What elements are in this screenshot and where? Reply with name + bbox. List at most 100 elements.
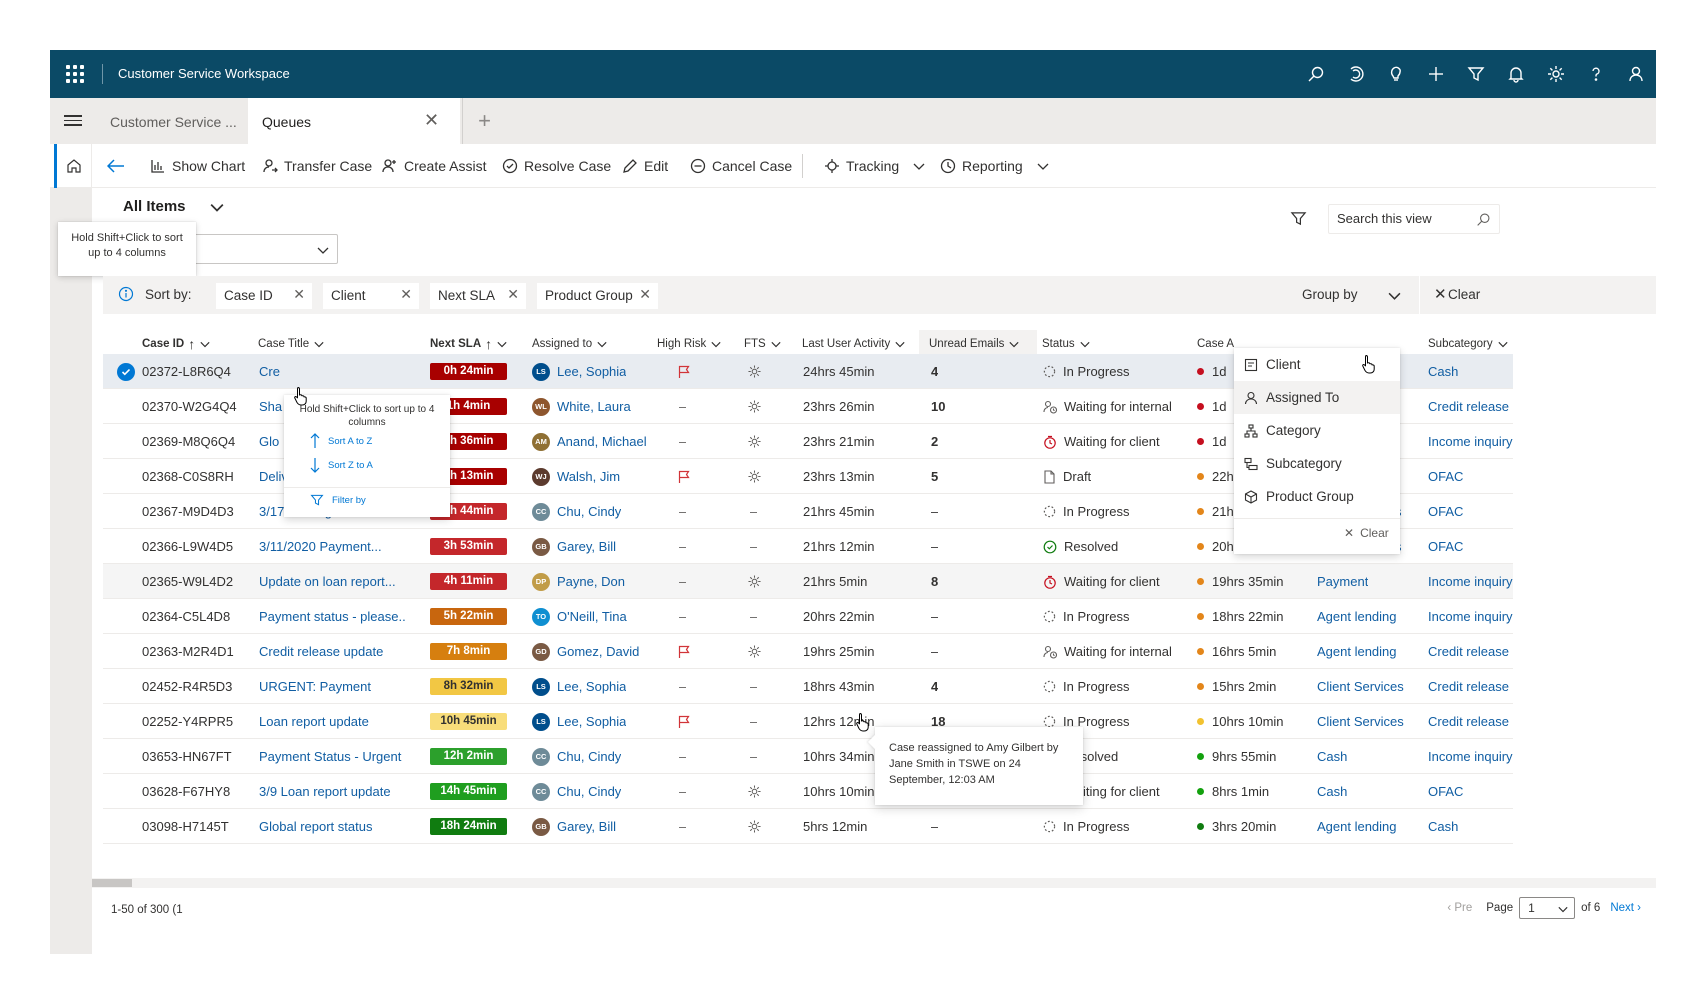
row-selected-checkmark-icon[interactable]	[117, 363, 135, 381]
category-link[interactable]: Payment	[1317, 574, 1369, 589]
assigned-to-link[interactable]: CC Chu, Cindy	[532, 774, 621, 809]
table-row[interactable]: 02365-W9L4D2 Update on loan report... 4h 1…	[103, 564, 1513, 599]
sort-a-to-z-option[interactable]: Sort A to Z	[310, 433, 372, 449]
remove-sort-icon[interactable]: ✕	[400, 286, 412, 302]
subcategory-link[interactable]: OFAC	[1428, 504, 1464, 519]
reporting-button[interactable]: Reporting	[940, 144, 1049, 188]
case-title-link[interactable]: Global report status	[259, 819, 373, 834]
case-title-link[interactable]: URGENT: Payment	[259, 679, 371, 694]
assigned-to-link[interactable]: DP Payne, Don	[532, 564, 625, 599]
subcategory-link[interactable]: Cash	[1428, 364, 1459, 379]
search-input[interactable]: Search this view	[1328, 204, 1500, 234]
group-by-category[interactable]: Category	[1234, 414, 1400, 447]
sort-pill-product-group[interactable]: Product Group ✕	[537, 283, 658, 309]
category-link[interactable]: Client Services	[1317, 679, 1404, 694]
subcategory-link[interactable]: Credit release	[1428, 399, 1509, 414]
category-link[interactable]: Client Services	[1317, 714, 1404, 729]
create-assist-button[interactable]: Create Assist	[382, 144, 486, 188]
assigned-to-link[interactable]: LS Lee, Sophia	[532, 354, 626, 389]
assigned-to-link[interactable]: CC Chu, Cindy	[532, 739, 621, 774]
transfer-case-button[interactable]: Transfer Case	[262, 144, 372, 188]
subcategory-link[interactable]: OFAC	[1428, 469, 1464, 484]
sort-pill-case-id[interactable]: Case ID ✕	[216, 283, 312, 309]
subcategory-link[interactable]: Income inquiry	[1428, 574, 1513, 589]
remove-sort-icon[interactable]: ✕	[507, 286, 519, 302]
tab-customer-service[interactable]: Customer Service ...	[110, 114, 237, 130]
column-header-high-risk[interactable]: High Risk	[657, 330, 721, 358]
table-row[interactable]: 02364-C5L4D8 Payment status - please.. 5h …	[103, 599, 1513, 634]
subcategory-link[interactable]: Income inquiry	[1428, 749, 1513, 764]
group-by-button[interactable]: Group by	[1302, 287, 1358, 302]
page-select[interactable]: 1	[1519, 897, 1576, 919]
table-row[interactable]: 03098-H7145T Global report status 18h 24mi…	[103, 809, 1513, 844]
case-title-link[interactable]: Update on loan report...	[259, 574, 396, 589]
group-by-product-group[interactable]: Product Group	[1234, 480, 1400, 513]
close-icon[interactable]: ✕	[424, 110, 440, 130]
case-title-link[interactable]: Credit release update	[259, 644, 384, 659]
chevron-down-icon[interactable]	[210, 200, 224, 214]
category-link[interactable]: Agent lending	[1317, 609, 1397, 624]
sort-pill-client[interactable]: Client ✕	[323, 283, 419, 309]
column-header-status[interactable]: Status	[1042, 330, 1090, 358]
assigned-to-link[interactable]: WJ Walsh, Jim	[532, 459, 620, 494]
subcategory-link[interactable]: Income inquiry	[1428, 434, 1513, 449]
case-title-link[interactable]: Loan report update	[259, 714, 369, 729]
assigned-to-link[interactable]: CC Chu, Cindy	[532, 494, 621, 529]
subcategory-link[interactable]: Cash	[1428, 819, 1459, 834]
sort-z-to-a-option[interactable]: Sort Z to A	[310, 457, 373, 473]
assigned-to-link[interactable]: WL White, Laura	[532, 389, 631, 424]
column-header-fts[interactable]: FTS	[744, 330, 781, 358]
search-icon[interactable]	[1296, 50, 1336, 98]
case-title-link[interactable]: Cre	[259, 364, 280, 379]
column-header-case-age[interactable]: Case A	[1197, 338, 1235, 350]
tab-queues[interactable]: Queues	[248, 98, 460, 144]
view-selector[interactable]: All Items	[123, 198, 186, 215]
case-title-link[interactable]: Glo	[259, 434, 280, 449]
subcategory-link[interactable]: Credit release	[1428, 644, 1509, 659]
tracking-button[interactable]: Tracking	[824, 144, 925, 188]
table-row[interactable]: 03653-HN67FT Payment Status - Urgent 12h 2…	[103, 739, 1513, 774]
help-icon[interactable]	[1576, 50, 1616, 98]
column-header-next-sla[interactable]: Next SLA ↑	[430, 330, 507, 358]
previous-page-button[interactable]: ‹ Pre	[1447, 902, 1473, 914]
column-header-case-title[interactable]: Case Title	[258, 330, 324, 358]
assigned-to-link[interactable]: LS Lee, Sophia	[532, 704, 626, 739]
subcategory-link[interactable]: OFAC	[1428, 784, 1464, 799]
remove-sort-icon[interactable]: ✕	[293, 286, 305, 302]
assigned-to-link[interactable]: GD Gomez, David	[532, 634, 639, 669]
category-link[interactable]: Cash	[1317, 749, 1348, 764]
next-page-button[interactable]: Next ›	[1610, 902, 1641, 914]
case-title-link[interactable]: 3/11/2020 Payment...	[259, 539, 382, 554]
group-by-assigned-to[interactable]: Assigned To	[1234, 381, 1400, 414]
subcategory-link[interactable]: OFAC	[1428, 539, 1464, 554]
subcategory-link[interactable]: Income inquiry	[1428, 609, 1513, 624]
table-row[interactable]: 02252-Y4RPR5 Loan report update 10h 45min L…	[103, 704, 1513, 739]
show-chart-button[interactable]: Show Chart	[150, 144, 245, 188]
category-link[interactable]: Agent lending	[1317, 819, 1397, 834]
loading-icon[interactable]	[1336, 50, 1376, 98]
table-row[interactable]: 02452-R4R5D3 URGENT: Payment 8h 32min LS Lee…	[103, 669, 1513, 704]
assigned-to-link[interactable]: LS Lee, Sophia	[532, 669, 626, 704]
lightbulb-icon[interactable]	[1376, 50, 1416, 98]
filter-icon[interactable]	[1456, 50, 1496, 98]
sort-pill-next-sla[interactable]: Next SLA ✕	[430, 283, 526, 309]
scrollbar-thumb[interactable]	[92, 879, 132, 887]
case-title-link[interactable]: 3/9 Loan report update	[259, 784, 391, 799]
home-icon[interactable]	[54, 144, 92, 188]
category-link[interactable]: Cash	[1317, 784, 1348, 799]
assigned-to-link[interactable]: GB Garey, Bill	[532, 809, 616, 844]
back-arrow-icon[interactable]	[104, 154, 128, 178]
category-link[interactable]: Agent lending	[1317, 644, 1397, 659]
subcategory-link[interactable]: Credit release	[1428, 714, 1509, 729]
column-header-unread-emails[interactable]: Unread Emails	[919, 330, 1037, 358]
case-title-link[interactable]: Payment Status - Urgent	[259, 749, 402, 764]
bell-icon[interactable]	[1496, 50, 1536, 98]
assigned-to-link[interactable]: TO O'Neill, Tina	[532, 599, 627, 634]
chevron-down-icon[interactable]	[1388, 289, 1401, 302]
assigned-to-link[interactable]: GB Garey, Bill	[532, 529, 616, 564]
user-icon[interactable]	[1616, 50, 1656, 98]
remove-sort-icon[interactable]: ✕	[639, 286, 651, 302]
subcategory-link[interactable]: Credit release	[1428, 679, 1509, 694]
group-by-client[interactable]: Client	[1234, 348, 1400, 381]
